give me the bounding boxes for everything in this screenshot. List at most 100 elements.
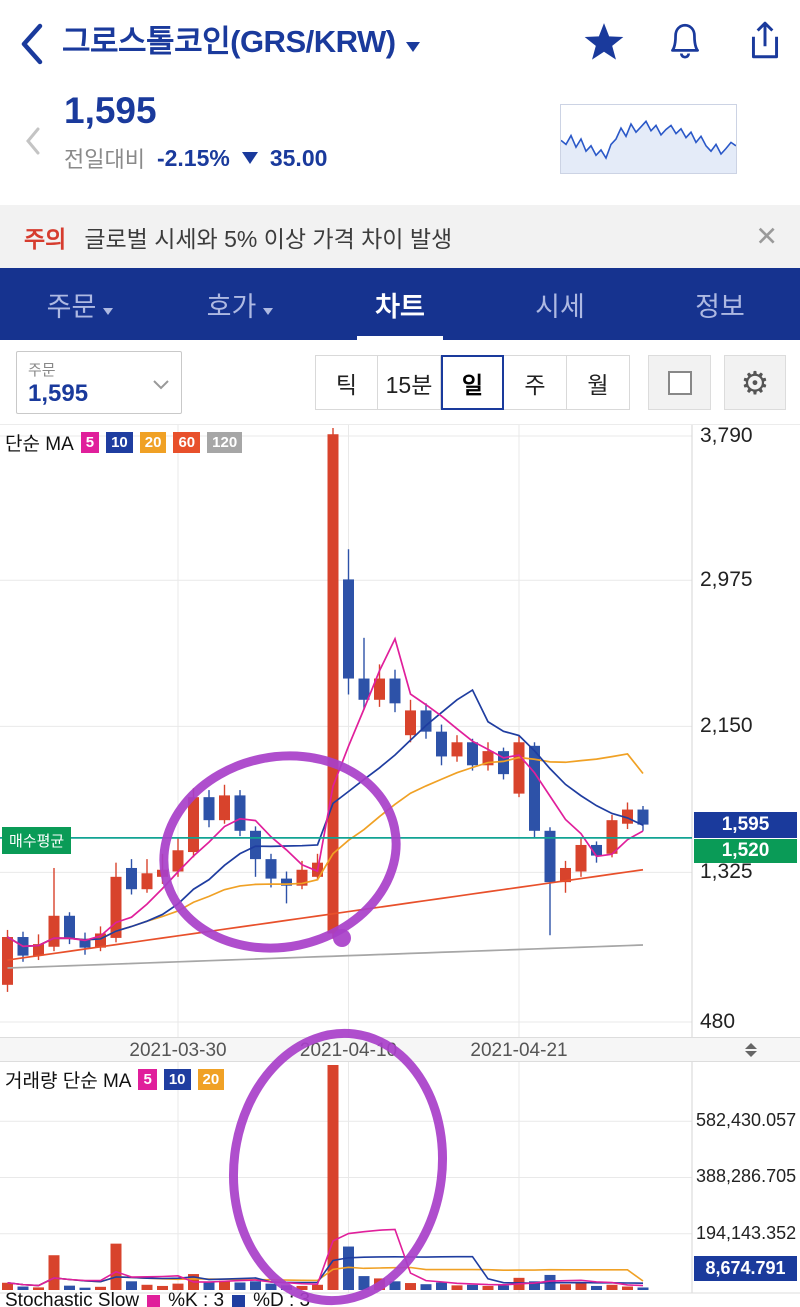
mini-chart[interactable] [560,104,737,174]
hand-drawn-circle-annotation [159,751,401,953]
volume-ma-chip-5: 5 [138,1069,157,1090]
prev-chevron-icon[interactable] [24,126,42,156]
price-axis-label: 3,790 [700,424,753,447]
ma-line-10 [7,688,644,948]
price-summary: 1,595 전일대비 -2.15% 35.00 [0,88,800,195]
price-ma-chip-10: 10 [106,432,133,453]
volume-ma-5 [7,1228,644,1287]
price-legend-label: 단순 MA [5,434,74,455]
notification-bell-icon[interactable] [664,20,706,64]
volume-ma-20 [7,1266,644,1287]
main-nav: 주문 호가 차트 시세 정보 [0,268,800,340]
volume-axis-label: 582,430.057 [696,1110,797,1131]
app-header: 그로스톨코인(GRS/KRW) [0,0,800,88]
current-price-badge: 1,595 [694,811,797,838]
tab-orderbook[interactable]: 호가 [160,268,320,340]
volume-ma-chip-20: 20 [197,1069,225,1090]
tab-info[interactable]: 정보 [640,268,800,340]
tab-chart[interactable]: 차트 [320,268,480,340]
price-axis-label: 1,325 [700,860,753,884]
spacer [0,195,800,205]
volume-axis-label: 388,286.705 [696,1166,797,1187]
stochastic-legend: Stochastic Slow %K : 3 %D : 3 [5,1290,310,1307]
hand-drawn-circle-annotation [228,1028,448,1306]
price-ma-chip-20: 20 [139,432,167,453]
ma-line-20 [7,753,644,948]
order-dropdown-label: 주문 [28,362,56,379]
ma-line-120 [7,944,644,969]
candlestick-series [2,428,649,992]
tab-order[interactable]: 주문 [0,268,160,340]
tab-label: 주문 [46,291,97,322]
stochastic-k-label: %K : 3 [168,1290,225,1307]
down-arrow-icon [241,152,258,164]
pane-divider [0,1037,800,1062]
tab-label: 정보 [695,291,745,322]
interval-month[interactable]: 월 [567,355,630,410]
buy-average-value-badge: 1,520 [694,838,797,863]
ma-line-60 [7,868,644,961]
price-ma-chip-5: 5 [80,432,100,453]
favorite-star-icon[interactable] [583,21,625,63]
chart-toolbar: 주문 1,595 틱 15분 일 주 월 ⚙ [0,340,800,425]
active-tab-underline [357,336,443,340]
mini-chart-canvas [560,119,737,173]
annotation-pen-blob [333,929,351,947]
change-amount: 35.00 [269,144,328,171]
volume-legend-label: 거래량 단순 MA [5,1071,132,1092]
pane-resize-handle[interactable] [738,1039,764,1060]
square-icon [667,370,692,395]
interval-week[interactable]: 주 [504,355,567,410]
collapse-down-icon [745,1050,757,1057]
settings-button[interactable]: ⚙ [724,355,786,410]
chart-style-button[interactable] [648,355,711,410]
back-icon[interactable] [18,22,46,66]
close-icon[interactable]: ✕ [755,221,778,252]
price-ma-chip-60: 60 [173,432,201,453]
interval-15min[interactable]: 15분 [378,355,441,410]
coin-title-group[interactable]: 그로스톨코인(GRS/KRW) [62,16,420,61]
page-title: 그로스톨코인(GRS/KRW) [62,24,396,59]
current-price: 1,595 [64,90,157,131]
price-change-row: 전일대비 -2.15% 35.00 [64,142,327,174]
tab-label: 차트 [375,291,425,322]
date-axis-label: 2021-03-30 [129,1040,227,1061]
stochastic-title: Stochastic Slow [5,1290,140,1307]
caret-down-icon [103,307,114,315]
caret-down-icon [263,307,274,315]
ma-line-5 [7,636,644,948]
price-axis-label: 480 [700,1009,736,1033]
change-percent: -2.15% [156,144,230,171]
order-price-dropdown[interactable]: 주문 1,595 [16,351,182,414]
warning-tag: 주의 [24,225,67,252]
price-axis-label: 2,150 [700,714,753,738]
interval-selector: 틱 15분 일 주 월 [315,355,630,410]
buy-average-badge: 매수평균 [2,827,72,854]
chevron-down-icon [153,380,169,390]
change-label: 전일대비 [64,147,145,172]
expand-up-icon [745,1042,757,1049]
order-dropdown-value: 1,595 [28,380,89,407]
interval-tick[interactable]: 틱 [315,355,378,410]
volume-legend: 거래량 단순 MA 5 10 20 [5,1066,225,1093]
volume-ma-chip-10: 10 [163,1069,191,1090]
date-axis-label: 2021-04-10 [299,1040,398,1061]
interval-day[interactable]: 일 [441,355,504,410]
gear-icon: ⚙ [740,363,770,402]
volume-bars [2,1065,649,1290]
volume-ma-10 [7,1255,644,1287]
stochastic-d-label: %D : 3 [253,1290,311,1307]
volume-axis-label: 194,143.352 [696,1222,797,1243]
tab-label: 시세 [535,291,585,322]
price-legend: 단순 MA 5 10 20 60 120 [5,429,243,456]
stochastic-d-color-chip [232,1294,246,1307]
warning-message: 글로벌 시세와 5% 이상 가격 차이 발생 [84,225,453,252]
share-icon[interactable] [744,20,786,62]
warning-banner: 주의 글로벌 시세와 5% 이상 가격 차이 발생 ✕ [0,205,800,268]
grid-lines [0,425,692,1293]
tab-label: 호가 [206,291,257,322]
title-dropdown-caret-icon [405,41,420,52]
stochastic-k-color-chip [147,1294,161,1307]
tab-market-price[interactable]: 시세 [480,268,640,340]
